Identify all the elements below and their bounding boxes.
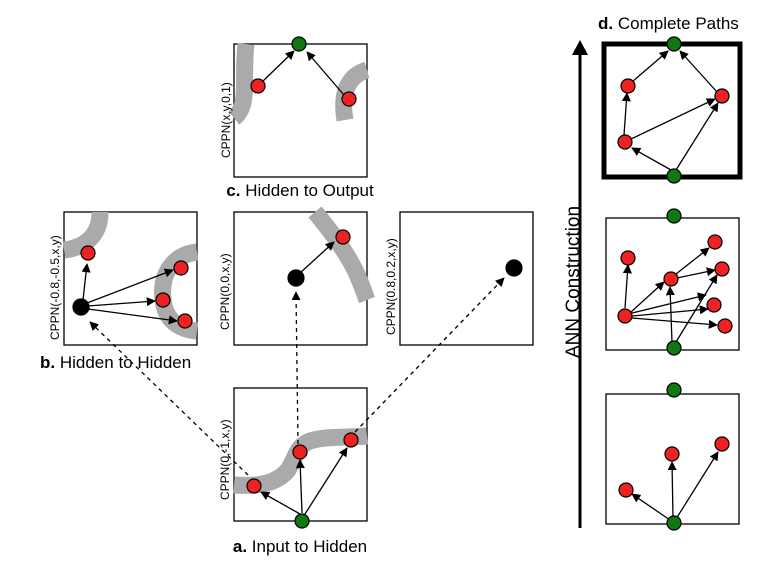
query-node <box>72 298 90 316</box>
construction-stage-2 <box>605 208 740 356</box>
hidden-node <box>155 292 171 308</box>
connection-arrow <box>295 459 305 514</box>
query-arrow <box>291 291 301 445</box>
panel-frame <box>601 41 743 180</box>
connection-arrow <box>299 241 335 274</box>
connection-arrow <box>87 297 156 307</box>
hidden-node <box>292 444 308 460</box>
hidden-node <box>706 297 722 313</box>
pattern-band <box>335 61 370 122</box>
hidden-node <box>173 260 189 276</box>
query-node <box>505 259 523 277</box>
connection-arrow <box>631 50 669 83</box>
panel-hidden-to-output: CPPN(x,y,0,1) c. Hidden to Output <box>219 36 374 200</box>
construction-axis-label: ANN Construction <box>563 206 584 358</box>
caption-c: c. Hidden to Output <box>226 181 374 200</box>
hidden-node <box>620 78 636 94</box>
hidden-node <box>80 245 96 261</box>
pattern-band <box>308 206 375 304</box>
connection-arrow <box>261 50 295 83</box>
pattern-band <box>62 211 109 259</box>
hidden-node <box>335 229 351 245</box>
query-node <box>287 269 305 287</box>
hidden-node <box>714 436 730 452</box>
hidden-node <box>343 432 359 448</box>
output-node <box>666 36 682 52</box>
hidden-node <box>250 78 266 94</box>
arrow-head-icon <box>572 40 588 55</box>
connection-arrow <box>675 274 718 343</box>
ann-construction-column: ANN Construction d. Complete Paths <box>563 14 743 531</box>
connection-arrow <box>665 286 675 343</box>
connection-arrow <box>675 451 719 520</box>
output-node <box>666 208 682 224</box>
panel-frame <box>399 211 534 346</box>
cppn-label: CPPN(-0.8,-0.5,x,y) <box>48 235 62 340</box>
construction-stage-1 <box>605 382 740 531</box>
hidden-node <box>620 250 636 266</box>
connection-arrow <box>304 447 348 515</box>
connection-arrow <box>81 263 91 301</box>
connection-arrow <box>86 268 174 304</box>
connection-arrow <box>631 147 672 171</box>
connection-arrow <box>679 50 718 93</box>
connection-arrow <box>630 98 716 140</box>
panel-hidden-left: CPPN(-0.8,-0.5,x,y) b. Hidden to Hidden <box>40 211 199 372</box>
connection-arrow <box>667 461 677 519</box>
output-node <box>291 36 307 52</box>
connection-arrow <box>630 281 665 313</box>
input-node <box>666 168 682 184</box>
input-node <box>294 513 310 529</box>
cppn-label: CPPN(x,y,0,1) <box>219 82 233 158</box>
caption-d: d. Complete Paths <box>598 14 739 33</box>
connection-arrow <box>87 308 178 325</box>
hidden-node <box>246 478 262 494</box>
connection-arrow <box>260 491 301 515</box>
connection-arrow <box>675 102 719 171</box>
hidden-node <box>714 261 730 277</box>
hidden-node <box>177 313 193 329</box>
cppn-label: CPPN(0,-1,x,y) <box>218 419 232 500</box>
panel-hidden-center: CPPN(0,0,x,y) <box>218 206 375 346</box>
connection-arrow <box>306 51 345 96</box>
panel-hidden-right: CPPN(0.8,0.2,x,y) <box>384 211 534 346</box>
input-node <box>666 515 682 531</box>
connection-arrow <box>631 493 671 521</box>
hidden-node <box>341 91 357 107</box>
output-node <box>666 382 682 398</box>
hidden-node <box>663 271 679 287</box>
input-node <box>666 340 682 356</box>
connection-arrow <box>631 317 718 329</box>
hidden-node <box>617 134 633 150</box>
connection-arrow <box>631 292 707 314</box>
connection-arrow <box>676 267 716 279</box>
query-arrow <box>354 277 505 433</box>
panel-input-to-hidden: CPPN(0,-1,x,y) a. Input to Hidden <box>218 387 368 556</box>
connection-arrow <box>621 92 631 136</box>
hidden-node <box>618 482 634 498</box>
construction-stage-complete <box>601 36 743 184</box>
cppn-label: CPPN(0,0,x,y) <box>218 253 232 330</box>
pattern-band <box>227 43 255 125</box>
connection-arrow <box>622 264 632 309</box>
hidden-node <box>617 308 633 324</box>
caption-a: a. Input to Hidden <box>233 537 367 556</box>
hidden-node <box>707 234 723 250</box>
hidden-node <box>714 88 730 104</box>
hidden-node <box>717 318 733 334</box>
connection-arrow <box>675 247 710 275</box>
cppn-label: CPPN(0.8,0.2,x,y) <box>384 238 398 335</box>
caption-b: b. Hidden to Hidden <box>40 353 191 372</box>
hidden-node <box>664 446 680 462</box>
